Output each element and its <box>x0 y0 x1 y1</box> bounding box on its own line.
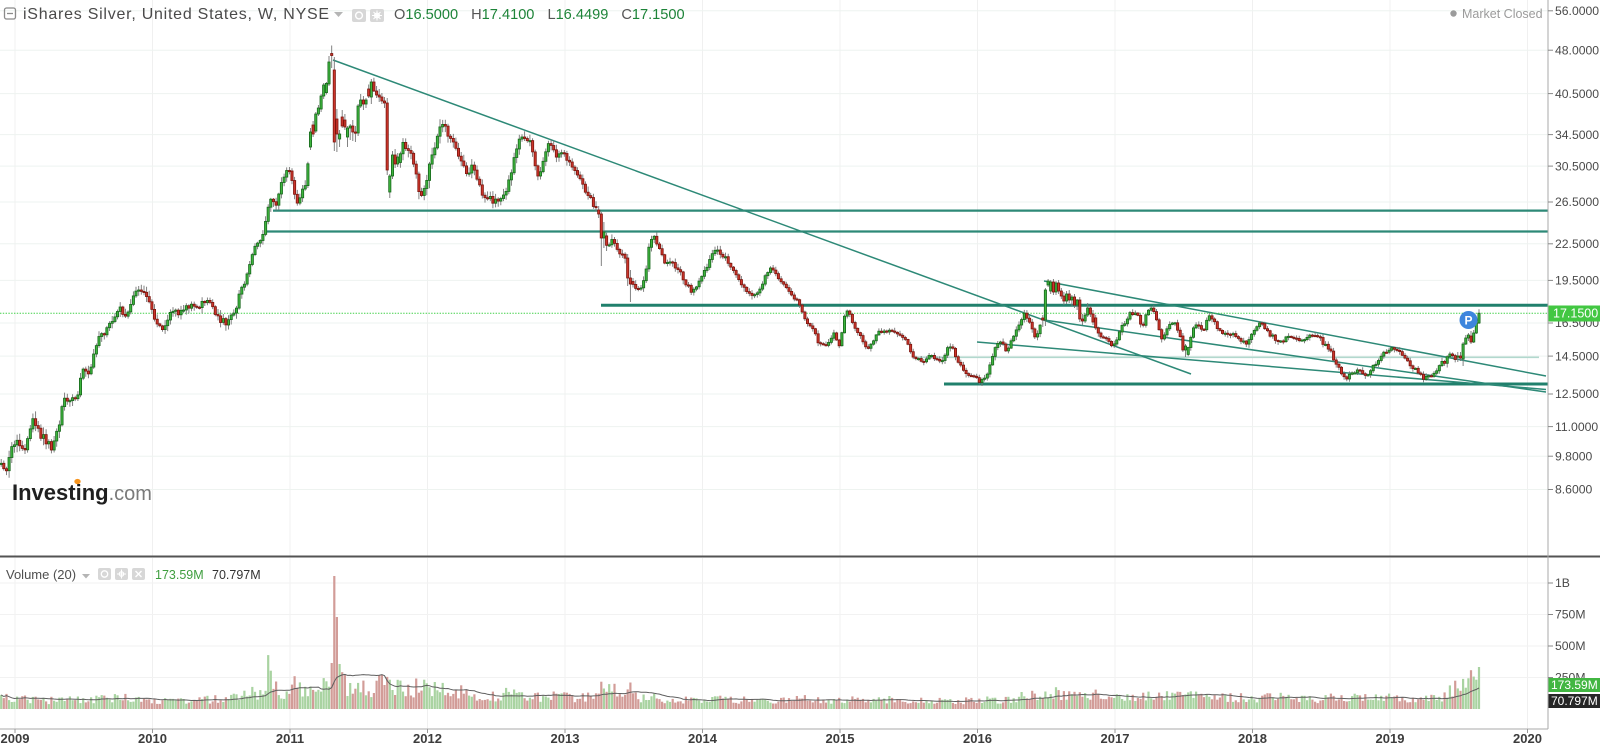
svg-text:17.1500: 17.1500 <box>1553 307 1598 321</box>
svg-text:750M: 750M <box>1555 608 1586 622</box>
svg-text:56.0000: 56.0000 <box>1555 4 1599 18</box>
svg-text:2019: 2019 <box>1376 731 1405 746</box>
svg-text:P: P <box>1464 314 1472 328</box>
svg-text:11.0000: 11.0000 <box>1555 420 1598 434</box>
svg-text:2017: 2017 <box>1101 731 1130 746</box>
svg-text:iShares Silver, United States,: iShares Silver, United States, W, NYSE <box>23 6 330 23</box>
svg-text:Volume (20): Volume (20) <box>6 567 76 582</box>
svg-text:30.5000: 30.5000 <box>1555 159 1599 173</box>
svg-text:2009: 2009 <box>1 731 30 746</box>
svg-text:173.59M: 173.59M <box>155 568 204 582</box>
svg-text:2011: 2011 <box>276 731 304 746</box>
svg-text:19.5000: 19.5000 <box>1555 274 1599 288</box>
svg-text:22.5000: 22.5000 <box>1555 237 1599 251</box>
svg-text:2015: 2015 <box>826 731 855 746</box>
svg-text:2018: 2018 <box>1238 731 1267 746</box>
svg-text:173.59M: 173.59M <box>1551 678 1598 692</box>
svg-text:500M: 500M <box>1555 639 1586 653</box>
svg-text:12.5000: 12.5000 <box>1555 387 1599 401</box>
svg-text:2013: 2013 <box>551 731 580 746</box>
svg-text:2010: 2010 <box>138 731 167 746</box>
svg-text:2014: 2014 <box>688 731 718 746</box>
svg-text:48.0000: 48.0000 <box>1555 43 1599 57</box>
svg-text:70.797M: 70.797M <box>212 568 261 582</box>
svg-text:2016: 2016 <box>963 731 992 746</box>
svg-text:Market Closed: Market Closed <box>1462 7 1543 21</box>
svg-text:26.5000: 26.5000 <box>1555 195 1599 209</box>
svg-text:70.797M: 70.797M <box>1551 694 1598 708</box>
svg-text:8.6000: 8.6000 <box>1555 483 1592 497</box>
svg-text:14.5000: 14.5000 <box>1555 349 1599 363</box>
svg-text:2012: 2012 <box>413 731 442 746</box>
svg-text:34.5000: 34.5000 <box>1555 128 1599 142</box>
svg-text:2020: 2020 <box>1513 731 1542 746</box>
svg-text:1B: 1B <box>1555 576 1570 590</box>
svg-text:40.5000: 40.5000 <box>1555 87 1599 101</box>
svg-text:Investing.com: Investing.com <box>12 480 152 505</box>
svg-text:9.8000: 9.8000 <box>1555 449 1592 463</box>
